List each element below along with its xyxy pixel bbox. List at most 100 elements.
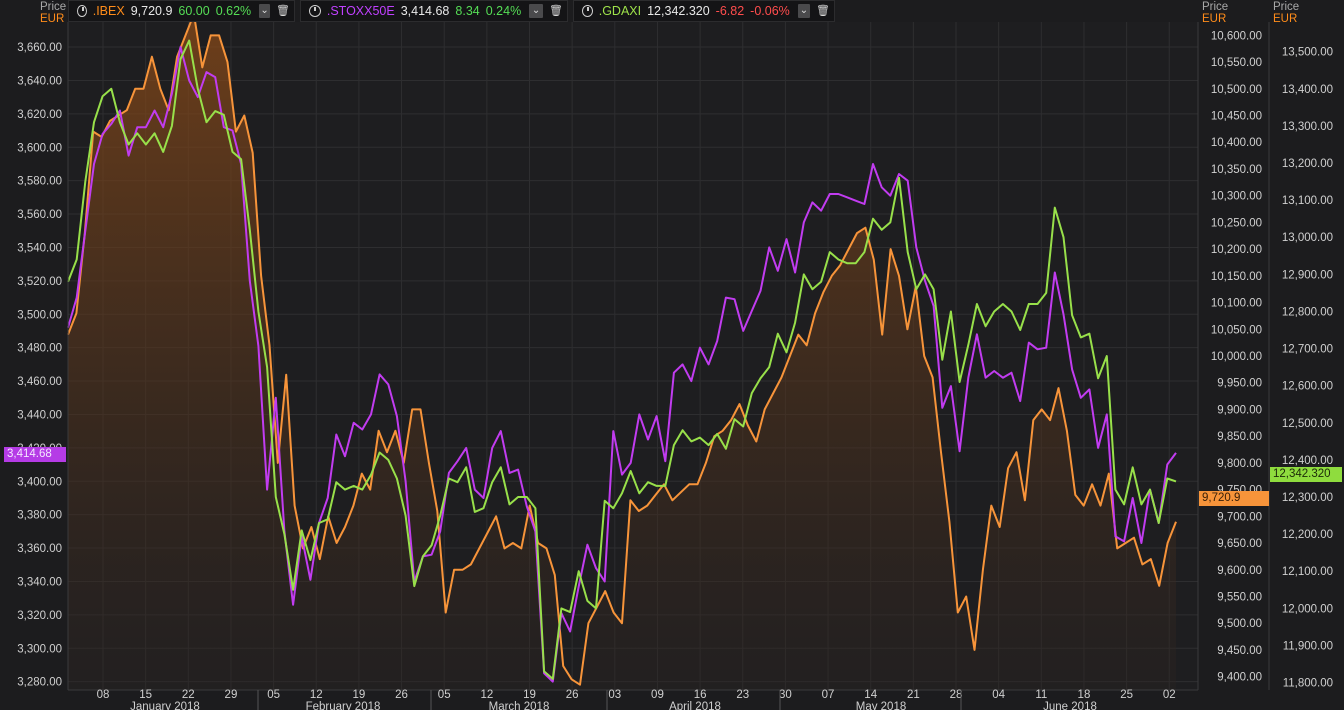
middle-tick-label: 10,600.00	[1211, 30, 1262, 42]
right-tick-label: 13,200.00	[1282, 158, 1333, 170]
x-tick-label: 19	[353, 689, 366, 701]
x-tick-label: 04	[992, 689, 1005, 701]
series-line-2[interactable]	[67, 39, 1177, 680]
x-tick-label: 03	[608, 689, 621, 701]
x-tick-label: 09	[651, 689, 664, 701]
month-label: June 2018	[1043, 701, 1097, 710]
middle-axis-unit: Price EUR	[1202, 1, 1229, 25]
middle-tick-label: 10,200.00	[1211, 244, 1262, 256]
x-tick-label: 22	[182, 689, 195, 701]
left-tick-label: 3,320.00	[17, 610, 62, 622]
left-tick-label: 3,500.00	[17, 309, 62, 321]
legend-ibex[interactable]: .IBEX 9,720.9 60.00 0.62% ⌄ 🗑	[68, 0, 295, 22]
middle-tick-label: 9,850.00	[1217, 431, 1262, 443]
x-tick-label: 05	[267, 689, 280, 701]
right-tick-label: 12,300.00	[1282, 492, 1333, 504]
middle-tick-label: 10,550.00	[1211, 57, 1262, 69]
x-tick-label: 25	[1120, 689, 1133, 701]
x-tick-label: 08	[97, 689, 110, 701]
right-tick-label: 13,000.00	[1282, 232, 1333, 244]
legend-percent: 0.24%	[485, 4, 522, 18]
right-tick-label: 12,900.00	[1282, 269, 1333, 281]
x-tick-label: 29	[225, 689, 238, 701]
middle-tick-label: 9,650.00	[1217, 538, 1262, 550]
month-label: February 2018	[306, 701, 381, 710]
right-tick-label: 12,200.00	[1282, 529, 1333, 541]
middle-tick-label: 9,900.00	[1217, 404, 1262, 416]
left-tick-label: 3,380.00	[17, 510, 62, 522]
left-tick-label: 3,300.00	[17, 643, 62, 655]
right-tick-label: 12,800.00	[1282, 306, 1333, 318]
middle-tick-label: 10,100.00	[1211, 298, 1262, 310]
month-label: April 2018	[669, 701, 721, 710]
right-tick-label: 12,000.00	[1282, 603, 1333, 615]
x-tick-label: 07	[822, 689, 835, 701]
legend-change: 60.00	[178, 4, 210, 18]
left-tick-label: 3,600.00	[17, 142, 62, 154]
middle-tick-label: 10,350.00	[1211, 164, 1262, 176]
series-line-0[interactable]	[67, 13, 1177, 686]
series-area-0	[68, 14, 1176, 690]
right-tick-label: 13,400.00	[1282, 84, 1333, 96]
x-tick-label: 12	[480, 689, 493, 701]
legend-change: 8.34	[455, 4, 480, 18]
left-tick-label: 3,640.00	[17, 75, 62, 87]
legend-dax[interactable]: .GDAXI 12,342.320 -6.82 -0.06% ⌄ 🗑	[573, 0, 835, 22]
month-label: May 2018	[856, 701, 907, 710]
left-tick-label: 3,580.00	[17, 176, 62, 188]
ibex-last-price-tag: 9,720.9	[1199, 491, 1269, 506]
clock-icon	[309, 5, 321, 17]
middle-tick-label: 10,450.00	[1211, 111, 1262, 123]
chevron-down-icon[interactable]: ⌄	[529, 4, 543, 18]
left-tick-label: 3,660.00	[17, 42, 62, 54]
left-tick-label: 3,560.00	[17, 209, 62, 221]
clock-icon	[77, 5, 87, 17]
legend-percent: 0.62%	[215, 4, 252, 18]
stoxx-last-price-tag: 3,414.68	[4, 447, 66, 462]
right-tick-label: 12,400.00	[1282, 455, 1333, 467]
x-tick-label: 16	[694, 689, 707, 701]
legend-value: 9,720.9	[130, 4, 173, 18]
legend-value: 12,342.320	[647, 4, 710, 18]
legend-percent: -0.06%	[750, 4, 790, 18]
right-tick-label: 11,900.00	[1283, 640, 1333, 652]
right-tick-label: 12,700.00	[1282, 344, 1333, 356]
right-tick-label: 12,500.00	[1282, 418, 1333, 430]
clock-icon	[582, 5, 593, 17]
trash-icon[interactable]: 🗑	[549, 5, 563, 17]
right-tick-label: 12,100.00	[1282, 566, 1333, 578]
right-tick-label: 12,600.00	[1282, 381, 1333, 393]
middle-tick-label: 9,450.00	[1217, 645, 1262, 657]
trash-icon[interactable]: 🗑	[276, 5, 290, 17]
dax-last-price-tag: 12,342.320	[1270, 467, 1342, 482]
chart-plot-area	[67, 13, 1177, 690]
middle-tick-label: 9,550.00	[1217, 591, 1262, 603]
x-tick-label: 11	[1035, 689, 1047, 701]
middle-tick-label: 10,400.00	[1211, 137, 1262, 149]
chevron-down-icon[interactable]: ⌄	[259, 4, 270, 18]
x-tick-label: 23	[736, 689, 749, 701]
x-tick-label: 21	[907, 689, 920, 701]
middle-tick-label: 9,600.00	[1217, 565, 1262, 577]
middle-tick-label: 10,250.00	[1211, 217, 1262, 229]
x-tick-label: 15	[139, 689, 152, 701]
middle-tick-label: 10,500.00	[1211, 84, 1262, 96]
legend-stoxx[interactable]: .STOXX50E 3,414.68 8.34 0.24% ⌄ 🗑	[300, 0, 568, 22]
left-tick-label: 3,400.00	[17, 476, 62, 488]
left-tick-label: 3,280.00	[17, 677, 62, 689]
series-line-1[interactable]	[67, 46, 1177, 683]
legend-symbol: .STOXX50E	[326, 4, 395, 18]
x-tick-label: 02	[1163, 689, 1176, 701]
x-tick-label: 05	[438, 689, 451, 701]
x-tick-label: 14	[864, 689, 877, 701]
left-tick-label: 3,480.00	[17, 343, 62, 355]
x-tick-label: 26	[566, 689, 579, 701]
middle-tick-label: 10,050.00	[1211, 324, 1262, 336]
left-tick-label: 3,540.00	[17, 242, 62, 254]
chevron-down-icon[interactable]: ⌄	[797, 4, 810, 18]
left-tick-label: 3,340.00	[17, 576, 62, 588]
middle-tick-label: 10,150.00	[1211, 271, 1262, 283]
trash-icon[interactable]: 🗑	[816, 5, 830, 17]
x-tick-label: 19	[523, 689, 536, 701]
